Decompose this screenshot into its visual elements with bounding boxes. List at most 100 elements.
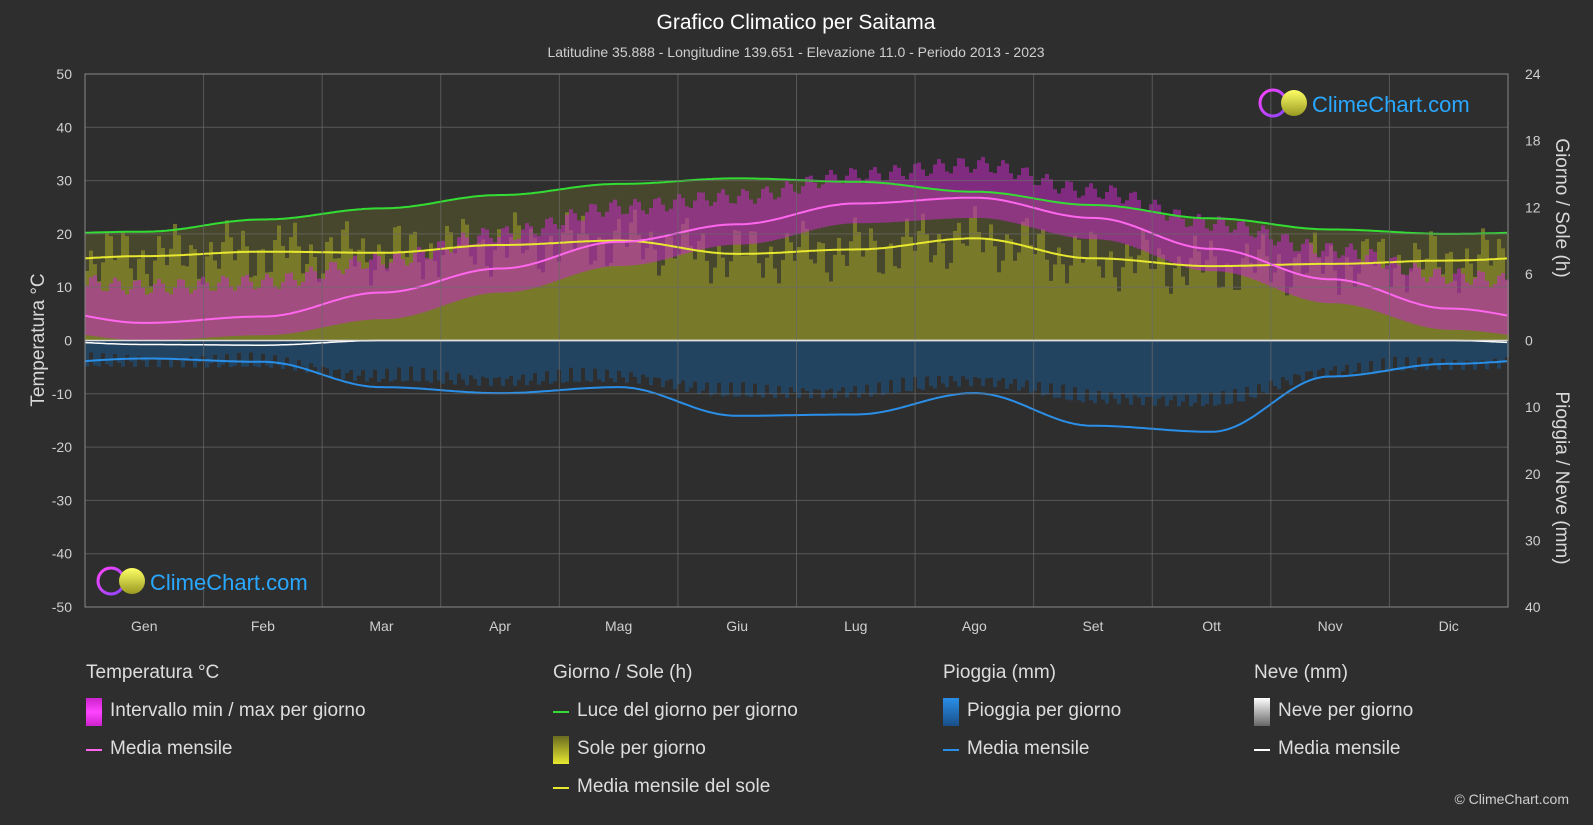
rain-bar <box>1057 340 1061 398</box>
rain-bar <box>613 340 617 383</box>
temp-range-bar <box>757 198 761 244</box>
rain-bar <box>1201 340 1205 407</box>
temp-range-bar <box>269 277 273 336</box>
sun-bar <box>553 256 557 341</box>
sun-bar <box>929 262 933 341</box>
temp-range-bar <box>97 282 101 337</box>
sun-bar <box>745 255 749 341</box>
temp-range-bar <box>1493 284 1497 334</box>
rain-bar <box>149 340 153 358</box>
legend-swatch-snow-mean <box>1254 749 1270 751</box>
rain-bar <box>357 340 361 376</box>
right-bottom-tick-label: 40 <box>1525 599 1541 615</box>
temp-range-bar <box>1193 218 1197 270</box>
sun-bar <box>1113 277 1117 341</box>
temp-range-bar <box>1113 187 1117 242</box>
temp-range-bar <box>629 205 633 266</box>
temp-range-bar <box>1305 239 1309 300</box>
temp-range-bar <box>1453 273 1457 330</box>
temp-range-bar <box>649 207 653 263</box>
sun-bar <box>1121 267 1125 341</box>
rain-bar <box>1277 340 1281 390</box>
daylight-bar <box>729 178 733 341</box>
right-bottom-tick-label: 30 <box>1525 532 1541 548</box>
rain-bar <box>1493 340 1497 359</box>
sun-bar <box>573 248 577 341</box>
temp-range-bar <box>1013 178 1017 224</box>
rain-bar <box>661 340 665 388</box>
temp-range-bar <box>121 290 125 340</box>
rain-bar <box>257 340 261 368</box>
temp-range-bar <box>793 191 797 235</box>
rain-bar <box>101 340 105 354</box>
sun-bar <box>809 259 813 341</box>
temp-range-bar <box>805 176 809 232</box>
chart-title: Grafico Climatico per Saitama <box>657 11 936 34</box>
temp-range-bar <box>1321 250 1325 303</box>
sun-bar <box>901 236 905 341</box>
sun-bar <box>1201 272 1205 341</box>
rain-bar <box>477 340 481 386</box>
rain-bar <box>533 340 537 374</box>
rain-bar <box>833 340 837 398</box>
legend-group-daylight: Giorno / Sole (h) Luce del giorno per gi… <box>553 662 798 814</box>
daylight-bar <box>1233 219 1237 341</box>
rain-bar <box>237 340 241 353</box>
rain-bar <box>881 340 885 396</box>
temp-range-bar <box>1425 281 1429 328</box>
rain-bar <box>1141 340 1145 406</box>
sun-bar <box>705 260 709 341</box>
rain-bar <box>89 340 93 353</box>
sun-bar <box>653 249 657 341</box>
rain-bar <box>1289 340 1293 385</box>
rain-bar <box>1253 340 1257 399</box>
legend-swatch-rain <box>943 698 959 726</box>
rain-bar <box>725 340 729 396</box>
sun-bar <box>1253 272 1257 341</box>
temp-range-bar <box>413 253 417 315</box>
sun-bar <box>621 239 625 341</box>
legend-group-title: Neve (mm) <box>1254 662 1348 683</box>
legend-label: Media mensile <box>1278 738 1401 759</box>
legend-label: Luce del giorno per giorno <box>577 700 798 721</box>
daylight-bar <box>777 179 781 341</box>
temp-range-bar <box>1033 184 1037 229</box>
rain-bar <box>213 340 217 355</box>
temp-range-bar <box>161 283 165 341</box>
sun-bar <box>737 231 741 341</box>
rain-bar <box>1481 340 1485 361</box>
sun-bar <box>897 268 901 341</box>
sun-bar <box>677 253 681 341</box>
rain-bar <box>1241 340 1245 402</box>
rain-bar <box>517 340 521 380</box>
daylight-bar <box>1217 218 1221 341</box>
temp-range-bar <box>1105 192 1109 241</box>
sun-bar <box>697 241 701 341</box>
temp-range-bar <box>1237 221 1241 275</box>
sun-bar <box>717 245 721 341</box>
rain-bar <box>393 340 397 380</box>
daylight-bar <box>757 178 761 341</box>
temp-range-bar <box>1449 282 1453 330</box>
left-tick-label: -40 <box>52 546 72 562</box>
rain-bar <box>1377 340 1381 372</box>
temp-range-bar <box>445 247 449 305</box>
temp-range-bar <box>189 293 193 339</box>
temp-range-bar <box>485 229 489 294</box>
rain-bar <box>1225 340 1229 405</box>
sun-bar <box>541 272 545 341</box>
temp-range-bar <box>185 287 189 340</box>
rain-bar <box>305 340 309 373</box>
sun-bar <box>957 222 961 341</box>
month-label: Feb <box>251 618 275 634</box>
temp-range-bar <box>257 288 261 336</box>
temp-range-bar <box>317 278 321 329</box>
rain-bar <box>1449 340 1453 370</box>
temp-range-bar <box>705 200 709 249</box>
temp-range-bar <box>873 167 877 223</box>
month-label: Set <box>1082 618 1103 634</box>
rain-bar <box>765 340 769 385</box>
rain-bar <box>1193 340 1197 403</box>
sun-bar <box>581 215 585 341</box>
temp-range-bar <box>1201 219 1205 271</box>
